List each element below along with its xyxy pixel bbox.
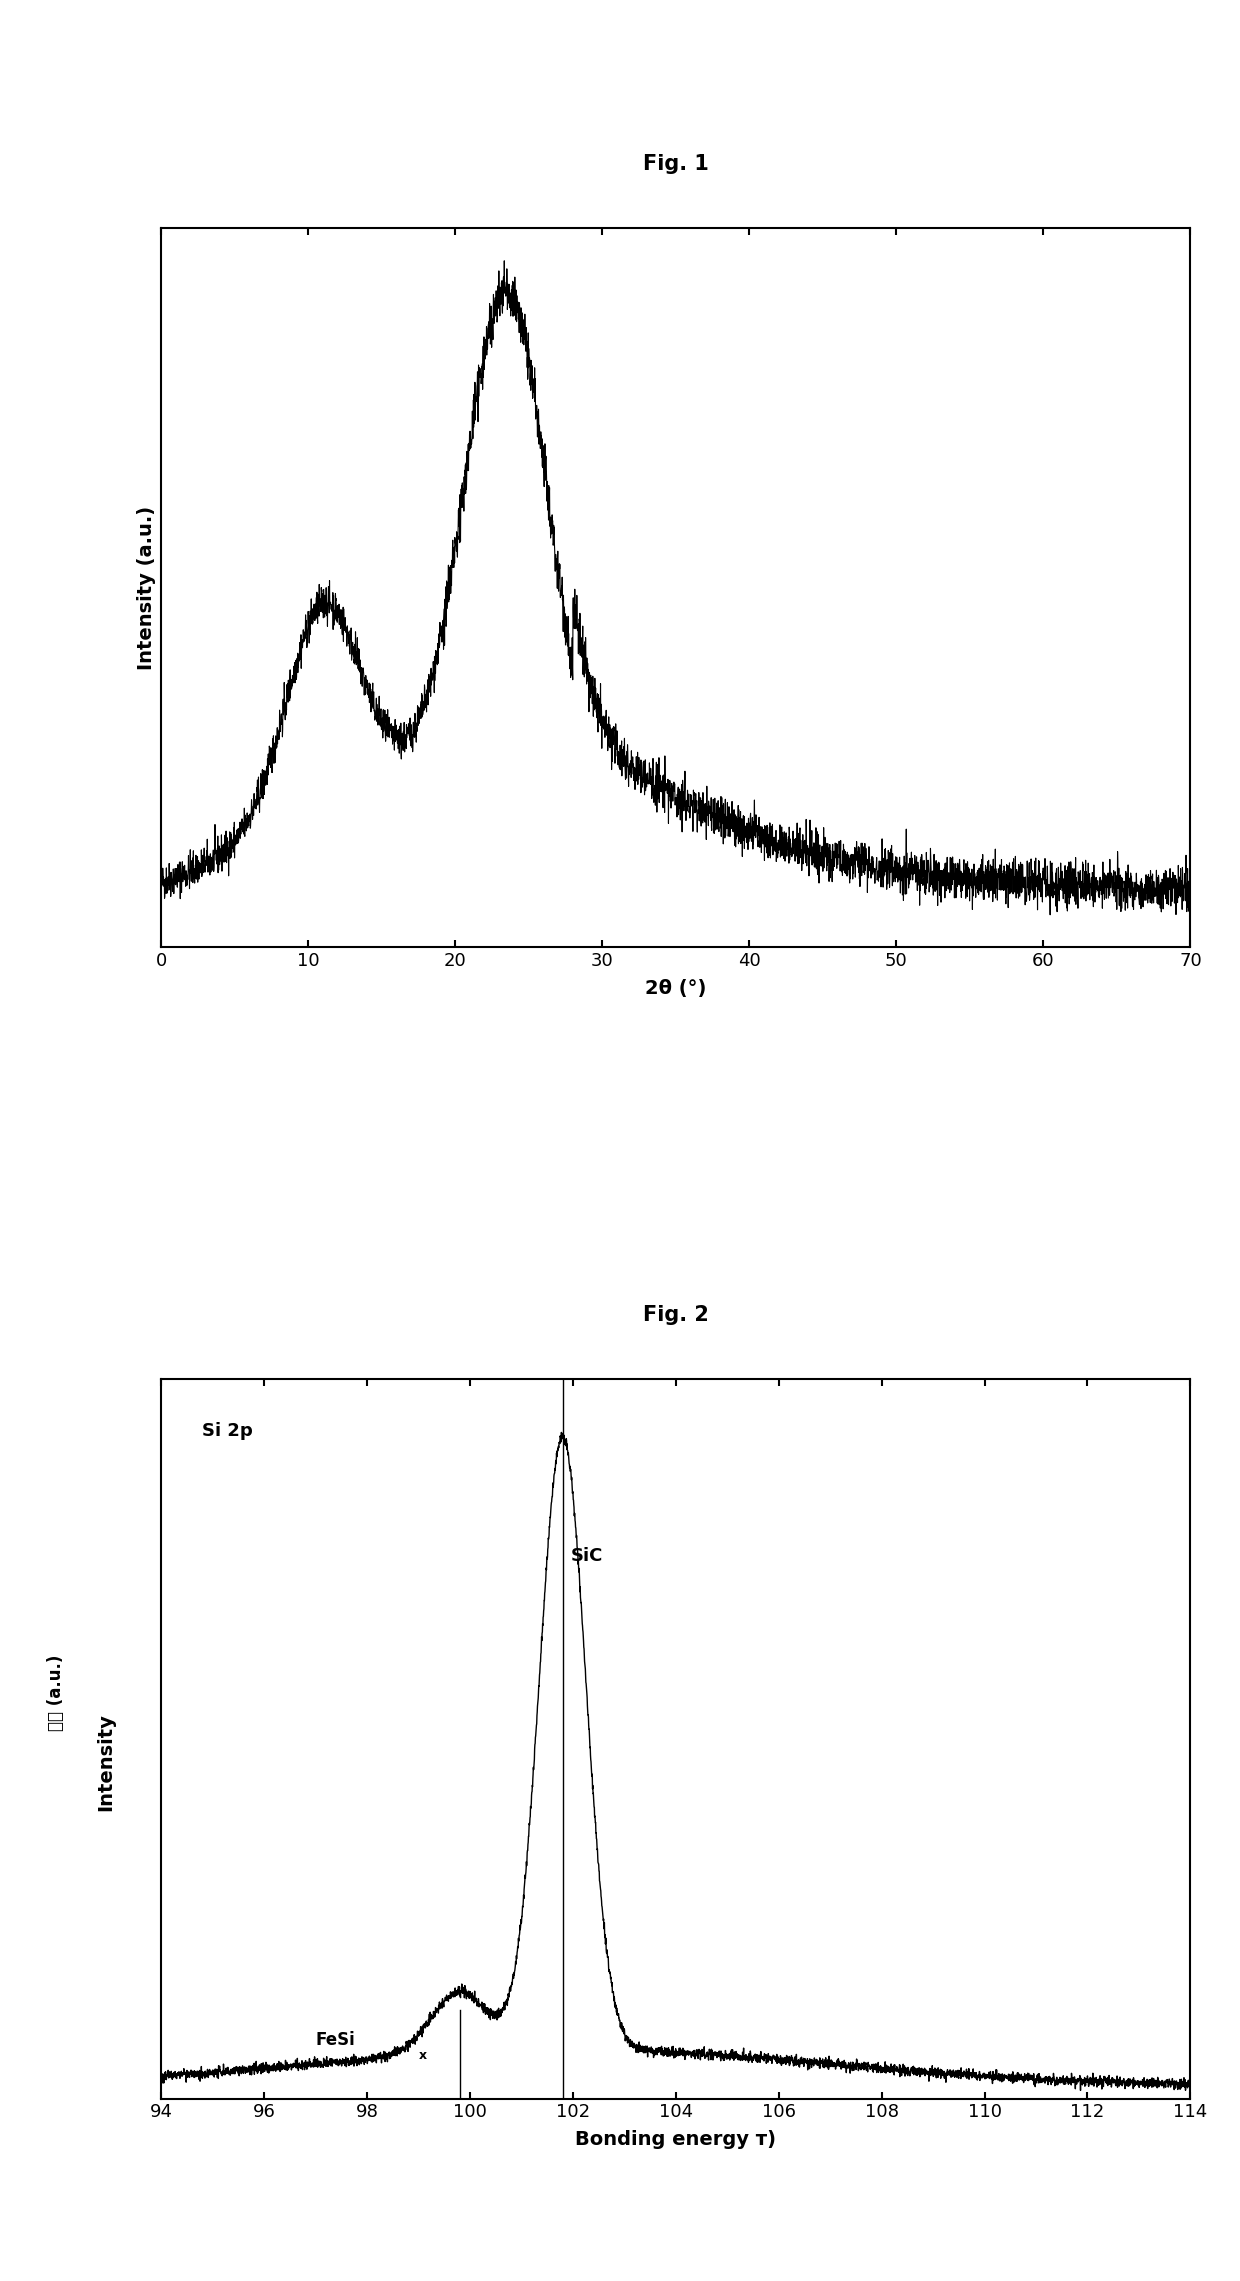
Text: Intensity: Intensity <box>95 1713 115 1811</box>
X-axis label: 2θ (°): 2θ (°) <box>645 979 707 997</box>
Text: 强度 (a.u.): 强度 (a.u.) <box>47 1656 64 1731</box>
Title: Fig. 2: Fig. 2 <box>642 1305 709 1325</box>
Text: SiC: SiC <box>570 1547 603 1565</box>
X-axis label: Bonding energy ᴛ): Bonding energy ᴛ) <box>575 2130 776 2149</box>
Text: Si 2p: Si 2p <box>202 1423 253 1439</box>
Y-axis label: Intensity (a.u.): Intensity (a.u.) <box>136 506 156 671</box>
Text: FeSi: FeSi <box>315 2032 356 2051</box>
Text: x: x <box>418 2048 427 2062</box>
Title: Fig. 1: Fig. 1 <box>642 153 709 173</box>
